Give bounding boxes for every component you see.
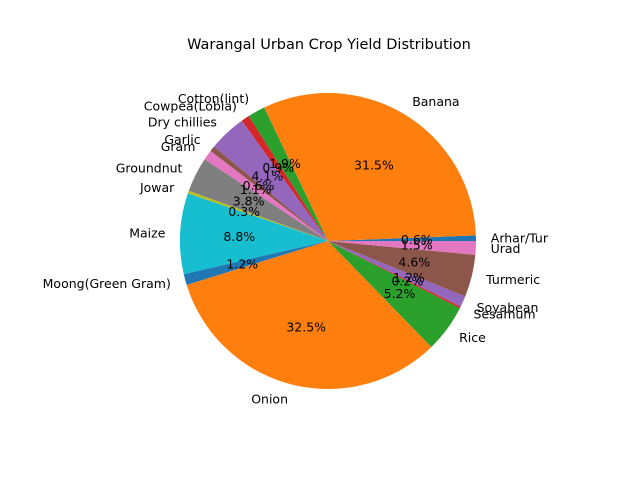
- slice-percent-maize: 8.8%: [223, 229, 255, 244]
- pie-slice-maize: [179, 193, 328, 275]
- pie-slice-garlic: [210, 146, 328, 241]
- slice-label-moong-green-gram: Moong(Green Gram): [43, 276, 171, 291]
- chart-title: Warangal Urban Crop Yield Distribution: [187, 37, 471, 53]
- pie-slice-moong-green-gram: [183, 241, 328, 285]
- slice-percent-garlic: 0.6%: [243, 178, 275, 193]
- slice-percent-urad: 1.5%: [401, 238, 433, 253]
- slice-percent-soyabean: 1.2%: [393, 270, 425, 285]
- pie-slice-dry-chillies: [213, 120, 328, 241]
- slice-percent-turmeric: 4.6%: [398, 255, 430, 270]
- slice-label-arhar-tur: Arhar/Tur: [491, 230, 549, 245]
- slice-label-soyabean: Soyabean: [477, 300, 539, 315]
- slice-label-cowpea-lobia: Cowpea(Lobia): [144, 99, 237, 114]
- pie-slice-onion: [186, 241, 432, 389]
- slice-percent-cowpea-lobia: 0.9%: [262, 160, 294, 175]
- slice-label-dry-chillies: Dry chillies: [148, 114, 217, 129]
- slice-label-rice: Rice: [459, 330, 486, 345]
- pie-slice-rice: [328, 241, 460, 347]
- slice-label-sesamum: Sesamum: [474, 306, 536, 321]
- pie-slice-soyabean: [328, 241, 466, 307]
- slice-label-turmeric: Turmeric: [485, 272, 540, 287]
- slice-percent-rice: 5.2%: [384, 286, 416, 301]
- slice-percent-jowar: 0.3%: [228, 204, 260, 219]
- slice-percent-dry-chillies: 4.1%: [252, 169, 284, 184]
- slice-label-gram: Gram: [161, 139, 196, 154]
- slice-label-jowar: Jowar: [139, 180, 175, 195]
- pie-slice-cowpea-lobia: [241, 116, 328, 241]
- pie-slice-cotton-lint: [248, 107, 328, 241]
- slice-percent-sesamum: 0.2%: [391, 273, 423, 288]
- slice-label-banana: Banana: [412, 94, 459, 109]
- slice-percent-groundnut: 3.8%: [233, 194, 265, 209]
- pie-slice-gram: [204, 151, 328, 241]
- slice-percent-onion: 32.5%: [286, 320, 326, 335]
- slice-percent-arhar-tur: 0.6%: [401, 232, 433, 247]
- slice-percent-banana: 31.5%: [354, 157, 394, 172]
- slice-label-groundnut: Groundnut: [116, 161, 183, 176]
- slice-label-cotton-lint: Cotton(lint): [178, 91, 249, 106]
- slice-percent-cotton-lint: 1.9%: [269, 156, 301, 171]
- pie-slice-turmeric: [328, 241, 476, 297]
- slice-label-garlic: Garlic: [164, 132, 200, 147]
- pie-slice-urad: [328, 241, 476, 255]
- pie-slice-sesamum: [328, 241, 461, 309]
- slice-percent-labels: 0.6%31.5%1.9%0.9%4.1%0.6%1.1%3.8%0.3%8.8…: [223, 156, 432, 335]
- slice-label-onion: Onion: [251, 391, 288, 406]
- slice-labels: Arhar/Tur Banana Cotton(lint)Cowpea(Lobia)…: [43, 91, 549, 406]
- pie-slice-banana: [264, 93, 476, 241]
- slice-label-maize: Maize: [129, 225, 165, 240]
- pie-slice-arhar-tur: [328, 235, 476, 241]
- slice-label-urad: Urad: [491, 241, 521, 256]
- pie-slice-jowar: [187, 190, 328, 241]
- slice-percent-moong-green-gram: 1.2%: [226, 257, 258, 272]
- pie-slices: [179, 93, 476, 389]
- slice-percent-gram: 1.1%: [240, 182, 272, 197]
- pie-slice-groundnut: [188, 159, 328, 241]
